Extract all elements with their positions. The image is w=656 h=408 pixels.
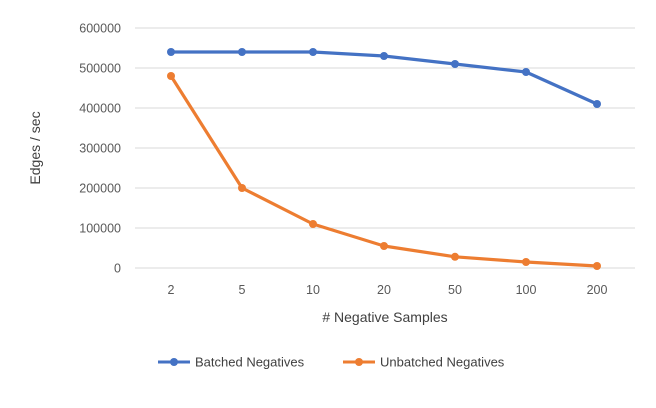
y-tick-label: 300000 (79, 142, 121, 156)
data-point-batched-negatives (593, 100, 601, 108)
y-tick-label: 400000 (79, 102, 121, 116)
series-lines (167, 48, 601, 270)
x-axis-title: # Negative Samples (322, 309, 447, 325)
data-point-unbatched-negatives (309, 220, 317, 228)
y-tick-label: 600000 (79, 22, 121, 36)
data-point-unbatched-negatives (238, 184, 246, 192)
data-point-unbatched-negatives (522, 258, 530, 266)
legend-item-unbatched-negatives: Unbatched Negatives (343, 355, 505, 370)
data-point-unbatched-negatives (593, 262, 601, 270)
legend-label: Batched Negatives (195, 355, 305, 370)
legend-item-batched-negatives: Batched Negatives (158, 355, 305, 370)
data-point-batched-negatives (309, 48, 317, 56)
y-tick-label: 200000 (79, 182, 121, 196)
gridlines (135, 27, 635, 269)
x-tick-label: 20 (377, 283, 391, 297)
data-point-batched-negatives (451, 60, 459, 68)
legend-swatch-marker (355, 358, 363, 366)
data-point-unbatched-negatives (380, 242, 388, 250)
data-point-unbatched-negatives (167, 72, 175, 80)
legend: Batched Negatives Unbatched Negatives (158, 355, 505, 370)
y-tick-label: 0 (114, 262, 121, 276)
y-tick-label: 100000 (79, 222, 121, 236)
x-tick-label: 2 (168, 283, 175, 297)
data-point-batched-negatives (380, 52, 388, 60)
series-line-unbatched-negatives (169, 74, 599, 268)
data-point-batched-negatives (522, 68, 530, 76)
x-tick-label: 200 (587, 283, 608, 297)
legend-swatch-marker (170, 358, 178, 366)
x-axis-ticks: 2 5 10 20 50 100 200 (168, 283, 608, 297)
x-tick-label: 100 (516, 283, 537, 297)
data-point-unbatched-negatives (451, 252, 459, 261)
x-tick-label: 50 (448, 283, 462, 297)
y-axis-title: Edges / sec (27, 111, 43, 184)
data-point-batched-negatives (238, 48, 246, 56)
y-axis-ticks: 0 100000 200000 300000 400000 500000 600000 (79, 22, 121, 276)
x-tick-label: 5 (239, 283, 246, 297)
legend-label: Unbatched Negatives (380, 355, 505, 370)
data-point-batched-negatives (167, 48, 175, 56)
y-tick-label: 500000 (79, 62, 121, 76)
x-tick-label: 10 (306, 283, 320, 297)
